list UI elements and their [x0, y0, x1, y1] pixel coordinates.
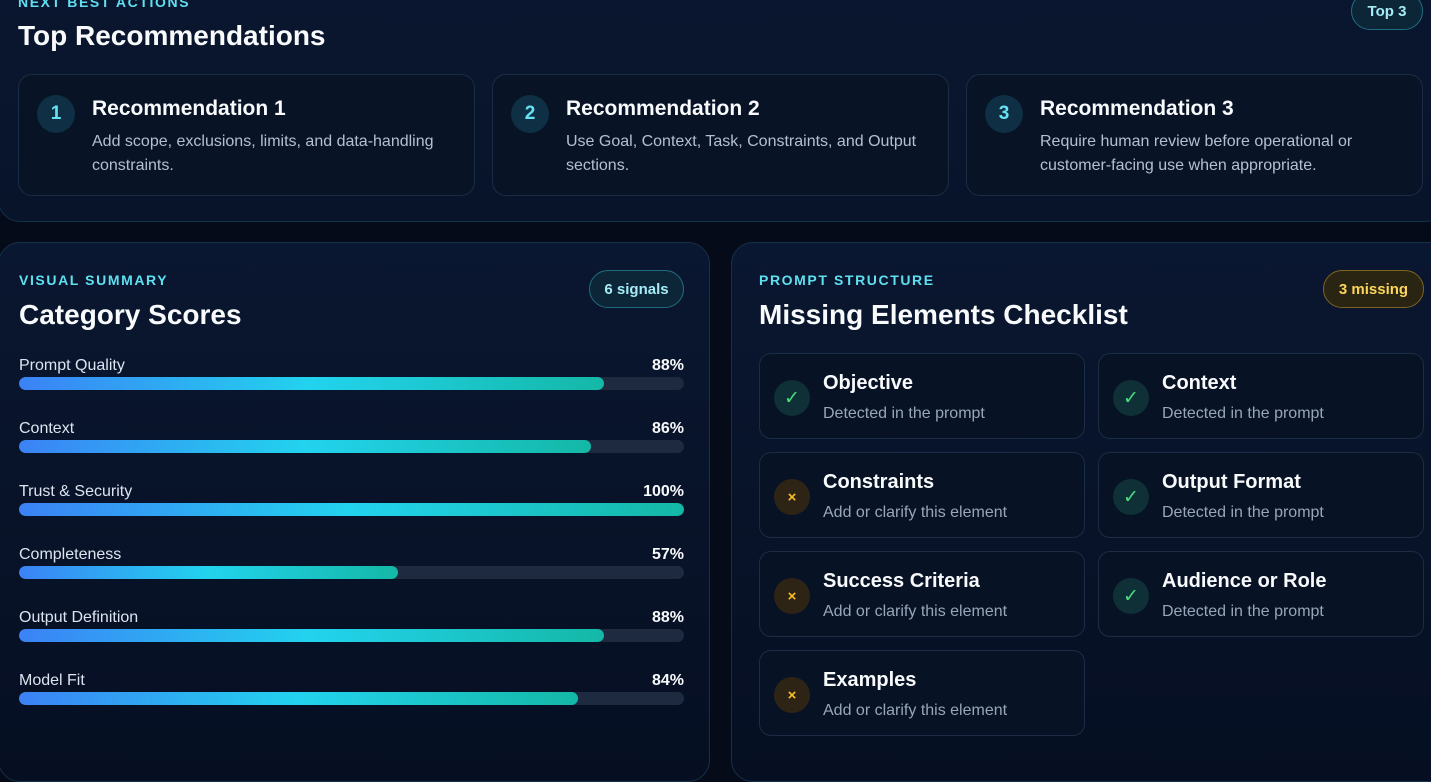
top-3-badge: Top 3 [1351, 0, 1423, 30]
score-fill [19, 566, 399, 579]
score-row: Completeness 57% [19, 546, 684, 606]
recommendation-card[interactable]: 3 Recommendation 3 Require human review … [966, 74, 1423, 196]
checklist-item-title: Constraints [823, 471, 935, 493]
checklist-item-status: Add or clarify this element [823, 504, 1008, 521]
score-label: Model Fit [19, 672, 85, 689]
recommendation-description: Require human review before operational … [1040, 133, 1353, 174]
recommendation-card[interactable]: 2 Recommendation 2 Use Goal, Context, Ta… [492, 74, 949, 196]
score-value: 84% [651, 672, 684, 689]
missing-count-badge: 3 missing [1323, 270, 1424, 308]
score-row: Model Fit 84% [19, 672, 684, 732]
structure-title: Missing Elements Checklist [759, 299, 1128, 330]
category-scores-panel: VISUAL SUMMARY Category Scores 6 signals… [0, 242, 710, 782]
score-label: Prompt Quality [19, 357, 125, 374]
checklist-item-title: Context [1162, 372, 1237, 394]
check-icon: ✓ [1113, 578, 1149, 614]
signals-badge: 6 signals [589, 270, 684, 308]
recommendation-title: Recommendation 3 [1040, 97, 1234, 120]
checklist-item-title: Examples [823, 669, 917, 691]
checklist-item-title: Objective [823, 372, 914, 394]
score-row: Output Definition 88% [19, 609, 684, 669]
recommendation-number: 2 [511, 95, 549, 133]
score-value: 57% [651, 546, 684, 563]
checklist-item-title: Output Format [1162, 471, 1301, 493]
missing-elements-panel: PROMPT STRUCTURE Missing Elements Checkl… [731, 242, 1431, 782]
recommendation-title: Recommendation 2 [566, 97, 760, 120]
checklist-item-context[interactable]: ✓ Context Detected in the prompt [1098, 353, 1424, 439]
check-icon: ✓ [774, 380, 810, 416]
recommendation-number: 1 [37, 95, 75, 133]
checklist-item-status: Detected in the prompt [1162, 603, 1324, 620]
score-fill [19, 503, 684, 516]
checklist-item-examples[interactable]: × Examples Add or clarify this element [759, 650, 1085, 736]
score-fill [19, 692, 578, 705]
checklist-item-title: Audience or Role [1162, 570, 1327, 592]
score-track [19, 377, 684, 390]
recommendation-description: Add scope, exclusions, limits, and data-… [92, 133, 434, 174]
score-track [19, 440, 684, 453]
score-label: Completeness [19, 546, 122, 563]
checklist-item-title: Success Criteria [823, 570, 980, 592]
summary-title: Category Scores [19, 299, 242, 330]
recommendations-eyebrow: NEXT BEST ACTIONS [18, 0, 191, 10]
score-track [19, 503, 684, 516]
score-label: Output Definition [19, 609, 139, 626]
checklist-item-output-format[interactable]: ✓ Output Format Detected in the prompt [1098, 452, 1424, 538]
score-fill [19, 440, 591, 453]
score-label: Trust & Security [19, 483, 133, 500]
checklist-item-status: Detected in the prompt [823, 405, 985, 422]
score-fill [19, 377, 605, 390]
recommendation-number: 3 [985, 95, 1023, 133]
checklist-item-status: Add or clarify this element [823, 603, 1008, 620]
x-icon: × [774, 479, 810, 515]
checklist-item-success-criteria[interactable]: × Success Criteria Add or clarify this e… [759, 551, 1085, 637]
score-track [19, 629, 684, 642]
recommendations-title: Top Recommendations [18, 20, 326, 51]
checklist-item-audience[interactable]: ✓ Audience or Role Detected in the promp… [1098, 551, 1424, 637]
structure-eyebrow: PROMPT STRUCTURE [759, 272, 935, 288]
score-fill [19, 629, 605, 642]
score-value: 100% [643, 483, 684, 500]
summary-eyebrow: VISUAL SUMMARY [19, 272, 169, 288]
score-row: Context 86% [19, 420, 684, 480]
recommendation-title: Recommendation 1 [92, 97, 286, 120]
checklist-item-objective[interactable]: ✓ Objective Detected in the prompt [759, 353, 1085, 439]
recommendation-card[interactable]: 1 Recommendation 1 Add scope, exclusions… [18, 74, 475, 196]
x-icon: × [774, 677, 810, 713]
score-track [19, 692, 684, 705]
score-track [19, 566, 684, 579]
score-value: 86% [651, 420, 684, 437]
score-value: 88% [651, 609, 684, 626]
x-icon: × [774, 578, 810, 614]
check-icon: ✓ [1113, 380, 1149, 416]
recommendation-description: Use Goal, Context, Task, Constraints, an… [566, 133, 917, 174]
checklist-item-status: Add or clarify this element [823, 702, 1008, 719]
checklist-item-status: Detected in the prompt [1162, 405, 1324, 422]
score-row: Trust & Security 100% [19, 483, 684, 543]
score-row: Prompt Quality 88% [19, 357, 684, 417]
score-value: 88% [651, 357, 684, 374]
check-icon: ✓ [1113, 479, 1149, 515]
score-label: Context [19, 420, 75, 437]
checklist-item-status: Detected in the prompt [1162, 504, 1324, 521]
checklist-item-constraints[interactable]: × Constraints Add or clarify this elemen… [759, 452, 1085, 538]
